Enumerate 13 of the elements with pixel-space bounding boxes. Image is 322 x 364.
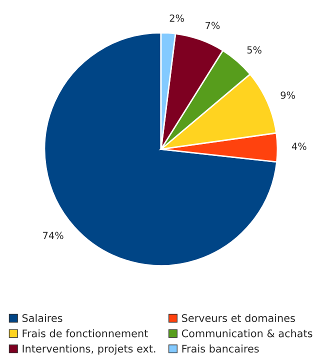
legend-label: Frais de fonctionnement <box>22 329 148 338</box>
data-label: 7% <box>206 22 220 30</box>
data-label: 9% <box>280 92 296 99</box>
legend-label: Interventions, projets ext. <box>22 344 156 355</box>
data-label: 4% <box>292 142 306 150</box>
pie-slice <box>44 32 278 266</box>
legend-label: Serveurs et domaines <box>182 314 295 322</box>
data-label: 74% <box>43 232 64 240</box>
data-label: 2% <box>170 14 184 22</box>
legend-label: Salaires <box>22 314 62 322</box>
legend-label: Frais bancaires <box>182 344 259 353</box>
data-label: 5% <box>247 46 262 54</box>
legend-label: Communication & achats <box>182 329 312 338</box>
